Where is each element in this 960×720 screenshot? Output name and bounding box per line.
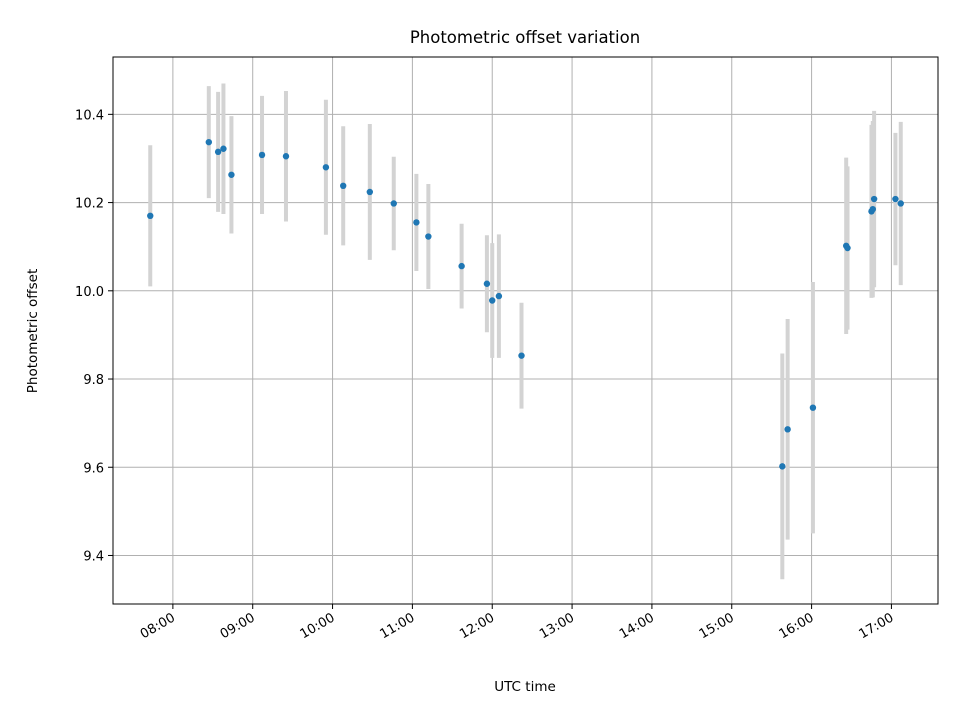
x-axis-label: UTC time	[494, 679, 556, 695]
data-point	[870, 195, 878, 203]
data-point	[458, 262, 465, 270]
data-point	[869, 205, 876, 213]
data-point	[147, 212, 154, 220]
data-point	[483, 280, 491, 287]
chart-title: Photometric offset variation	[410, 28, 640, 47]
data-point	[228, 171, 235, 178]
data-point	[340, 182, 347, 190]
data-point	[784, 426, 791, 433]
y-axis-label: Photometric offset	[25, 269, 41, 393]
data-point	[489, 297, 496, 304]
data-point	[390, 200, 397, 207]
data-point	[214, 148, 222, 156]
data-point	[495, 292, 503, 300]
data-point	[366, 188, 374, 196]
data-point	[809, 404, 817, 411]
data-point	[413, 219, 420, 226]
data-point	[205, 138, 213, 146]
data-point	[258, 151, 266, 159]
data-point	[897, 200, 904, 207]
data-point	[425, 233, 432, 240]
data-point	[322, 164, 330, 171]
y-tick-label: 9.8	[83, 373, 104, 388]
y-tick-label: 10.2	[75, 197, 104, 212]
data-points	[147, 138, 904, 470]
y-tick-label: 9.6	[83, 461, 104, 476]
data-point	[844, 244, 851, 252]
y-tick-label: 9.4	[83, 549, 104, 564]
y-axis-ticks: 9.4 9.6 9.8 10.0 10.2 10.4	[75, 108, 113, 564]
data-point	[892, 195, 899, 203]
data-point	[282, 153, 290, 160]
data-point	[220, 145, 227, 152]
plot-frame	[112, 56, 939, 605]
y-tick-label: 10.0	[75, 285, 104, 300]
data-point	[518, 352, 525, 359]
data-point	[779, 463, 786, 470]
y-tick-label: 10.4	[75, 108, 104, 123]
